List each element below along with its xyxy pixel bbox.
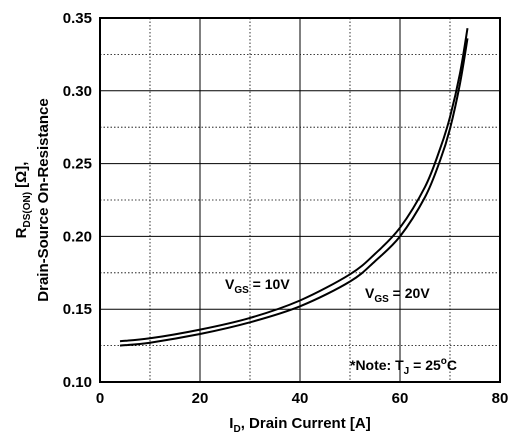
x-axis-title: ID, Drain Current [A] bbox=[229, 415, 370, 435]
series-lines bbox=[119, 28, 469, 347]
plot-frame bbox=[99, 17, 501, 383]
grid bbox=[100, 18, 500, 382]
x-tick-label: 60 bbox=[392, 390, 409, 407]
tick-labels: 0 20 40 60 80 0.10 0.15 0.20 0.25 0.30 0.35 bbox=[63, 10, 509, 407]
y-axis-title-line1: RDS(ON) [Ω], bbox=[13, 162, 33, 239]
y-tick-label: 0.20 bbox=[63, 228, 92, 245]
series-line-vgs20 bbox=[119, 38, 469, 347]
y-tick-label: 0.15 bbox=[63, 301, 92, 318]
x-tick-label: 20 bbox=[192, 390, 209, 407]
y-tick-label: 0.25 bbox=[63, 156, 92, 173]
y-tick-label: 0.30 bbox=[63, 83, 92, 100]
y-tick-label: 0.10 bbox=[63, 374, 92, 391]
series-label-vgs10: VGS = 10V bbox=[225, 276, 290, 296]
x-tick-label: 0 bbox=[96, 390, 104, 407]
note-annotation: *Note: TJ = 25oC bbox=[350, 356, 457, 377]
x-tick-label: 80 bbox=[492, 390, 509, 407]
y-axis-title-line2: Drain-Source On-Resistance bbox=[35, 98, 52, 301]
x-tick-label: 40 bbox=[292, 390, 309, 407]
series-line-vgs10 bbox=[119, 28, 469, 343]
y-tick-label: 0.35 bbox=[63, 10, 92, 27]
series-label-vgs20: VGS = 20V bbox=[365, 285, 430, 305]
